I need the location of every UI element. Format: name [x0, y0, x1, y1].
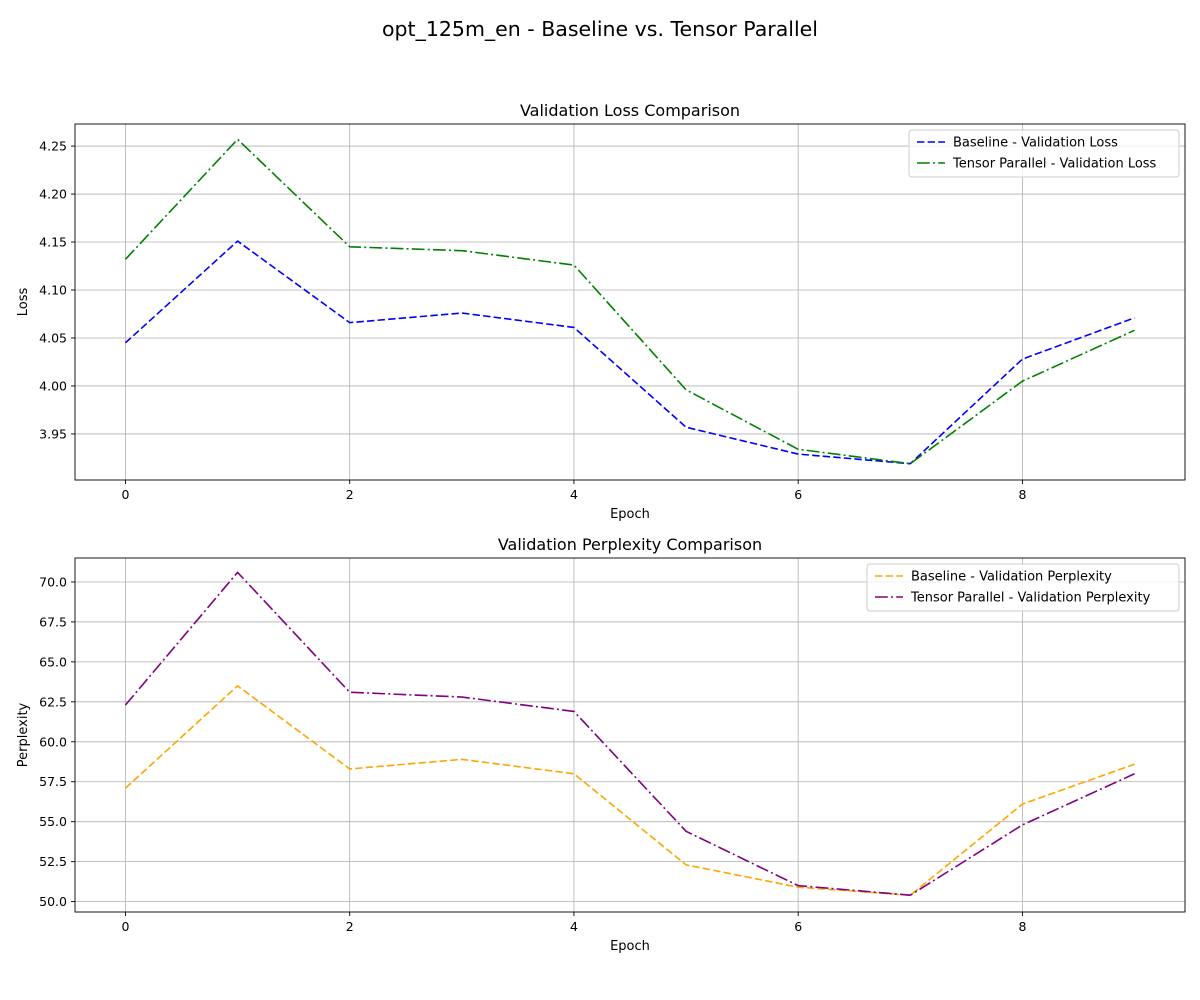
perplexity-series-0-point	[349, 768, 351, 770]
perplexity-series-0-point	[685, 864, 687, 866]
perplexity-x-axis-label: Epoch	[610, 939, 650, 954]
loss-x-tick-label: 8	[1018, 487, 1026, 502]
perplexity-y-tick-label: 57.5	[39, 774, 67, 789]
plots-container: Validation Loss Comparison 0 2 4 6 8 3.95 4.00 4…	[16, 101, 1186, 954]
loss-series-1-point	[1134, 329, 1136, 331]
perplexity-legend-label-0: Baseline - Validation Perplexity	[911, 570, 1112, 585]
loss-series-0-point	[1134, 317, 1136, 319]
perplexity-series-1-point	[909, 894, 911, 896]
loss-series-line-0	[124, 240, 1135, 465]
loss-series-1-point	[125, 258, 127, 260]
perplexity-y-tick-label: 70.0	[39, 574, 67, 589]
perplexity-x-tick-label: 2	[346, 919, 354, 934]
loss-y-tick-label: 4.05	[39, 330, 67, 345]
loss-legend-box	[908, 129, 1180, 178]
perplexity-axes-frame	[74, 557, 1186, 913]
perplexity-y-tick-label: 67.5	[39, 614, 67, 629]
loss-series-1-point	[349, 246, 351, 248]
perplexity-series-0-point	[1134, 763, 1136, 765]
perplexity-chart-title: Validation Perplexity Comparison	[498, 535, 762, 554]
loss-series-1-point	[237, 138, 239, 140]
loss-series-0-point	[1022, 358, 1024, 360]
loss-series-0-point	[125, 342, 127, 344]
loss-legend-label-0: Baseline - Validation Loss	[953, 136, 1118, 151]
perplexity-series-0-point	[573, 773, 575, 775]
perplexity-x-tick-label: 8	[1018, 919, 1026, 934]
loss-y-tick-label: 4.00	[39, 378, 67, 393]
loss-legend-label-1: Tensor Parallel - Validation Loss	[952, 157, 1157, 172]
perplexity-series-1-point	[573, 711, 575, 713]
perplexity-chart: Validation Perplexity Comparison 0 2 4 6 8 50.…	[16, 535, 1186, 954]
perplexity-series-1-point	[237, 571, 239, 573]
perplexity-series-1-point	[797, 885, 799, 887]
perplexity-series-1-point	[1022, 824, 1024, 826]
loss-series-0-point	[685, 426, 687, 428]
perplexity-x-tick-label: 0	[121, 919, 129, 934]
loss-x-tick-label: 4	[570, 487, 578, 502]
perplexity-series-0-point	[461, 758, 463, 760]
loss-series-0-point	[797, 453, 799, 455]
loss-y-tick-label: 4.20	[39, 187, 67, 202]
loss-x-axis-label: Epoch	[610, 507, 650, 522]
loss-series-0-point	[461, 312, 463, 314]
loss-series-1-point	[797, 448, 799, 450]
loss-legend: Baseline - Validation Loss Tensor Paralle…	[908, 129, 1180, 178]
loss-series-1-point	[461, 250, 463, 252]
perplexity-series-1-point	[685, 830, 687, 832]
perplexity-x-tick-label: 4	[570, 919, 578, 934]
loss-series-0-point	[349, 322, 351, 324]
loss-x-tick-label: 2	[346, 487, 354, 502]
loss-chart: Validation Loss Comparison 0 2 4 6 8 3.95 4.00 4…	[16, 101, 1186, 522]
perplexity-series-line-1	[124, 571, 1135, 897]
perplexity-y-tick-label: 52.5	[39, 854, 67, 869]
perplexity-y-tick-label: 62.5	[39, 694, 67, 709]
loss-y-tick-label: 3.95	[39, 426, 67, 441]
loss-x-tick-label: 6	[794, 487, 802, 502]
loss-y-tick-label: 4.15	[39, 235, 67, 250]
perplexity-y-tick-label: 50.0	[39, 894, 67, 909]
loss-series-line-1	[124, 138, 1135, 465]
perplexity-y-axis-label: Perplexity	[16, 702, 31, 767]
perplexity-legend-box	[866, 563, 1180, 612]
perplexity-legend: Baseline - Validation Perplexity Tensor P…	[866, 563, 1180, 612]
perplexity-y-tick-label: 65.0	[39, 654, 67, 669]
perplexity-series-1-point	[461, 696, 463, 698]
perplexity-series-0-point	[237, 685, 239, 687]
loss-series-1-point	[685, 389, 687, 391]
perplexity-series-1-point	[125, 704, 127, 706]
loss-chart-title: Validation Loss Comparison	[520, 101, 740, 120]
loss-series-0-point	[237, 240, 239, 242]
perplexity-y-tick-label: 60.0	[39, 734, 67, 749]
loss-y-axis-label: Loss	[16, 288, 31, 317]
loss-series-1-point	[573, 264, 575, 266]
perplexity-series-line-0	[124, 685, 1135, 897]
perplexity-legend-label-1: Tensor Parallel - Validation Perplexity	[910, 591, 1151, 606]
figure-title: opt_125m_en - Baseline vs. Tensor Parall…	[382, 17, 818, 42]
perplexity-series-0-point	[125, 787, 127, 789]
loss-series-0-point	[573, 327, 575, 329]
loss-axes-frame	[74, 123, 1186, 481]
perplexity-series-0-point	[1022, 803, 1024, 805]
perplexity-series-1-point	[1134, 773, 1136, 775]
loss-y-tick-label: 4.25	[39, 139, 67, 154]
loss-y-tick-label: 4.10	[39, 283, 67, 298]
perplexity-series-0-point	[797, 886, 799, 888]
loss-series-1-point	[1022, 380, 1024, 382]
perplexity-x-tick-label: 6	[794, 919, 802, 934]
loss-x-tick-label: 0	[121, 487, 129, 502]
perplexity-series-1-point	[349, 691, 351, 693]
perplexity-y-tick-label: 55.0	[39, 814, 67, 829]
loss-series-1-point	[909, 463, 911, 465]
